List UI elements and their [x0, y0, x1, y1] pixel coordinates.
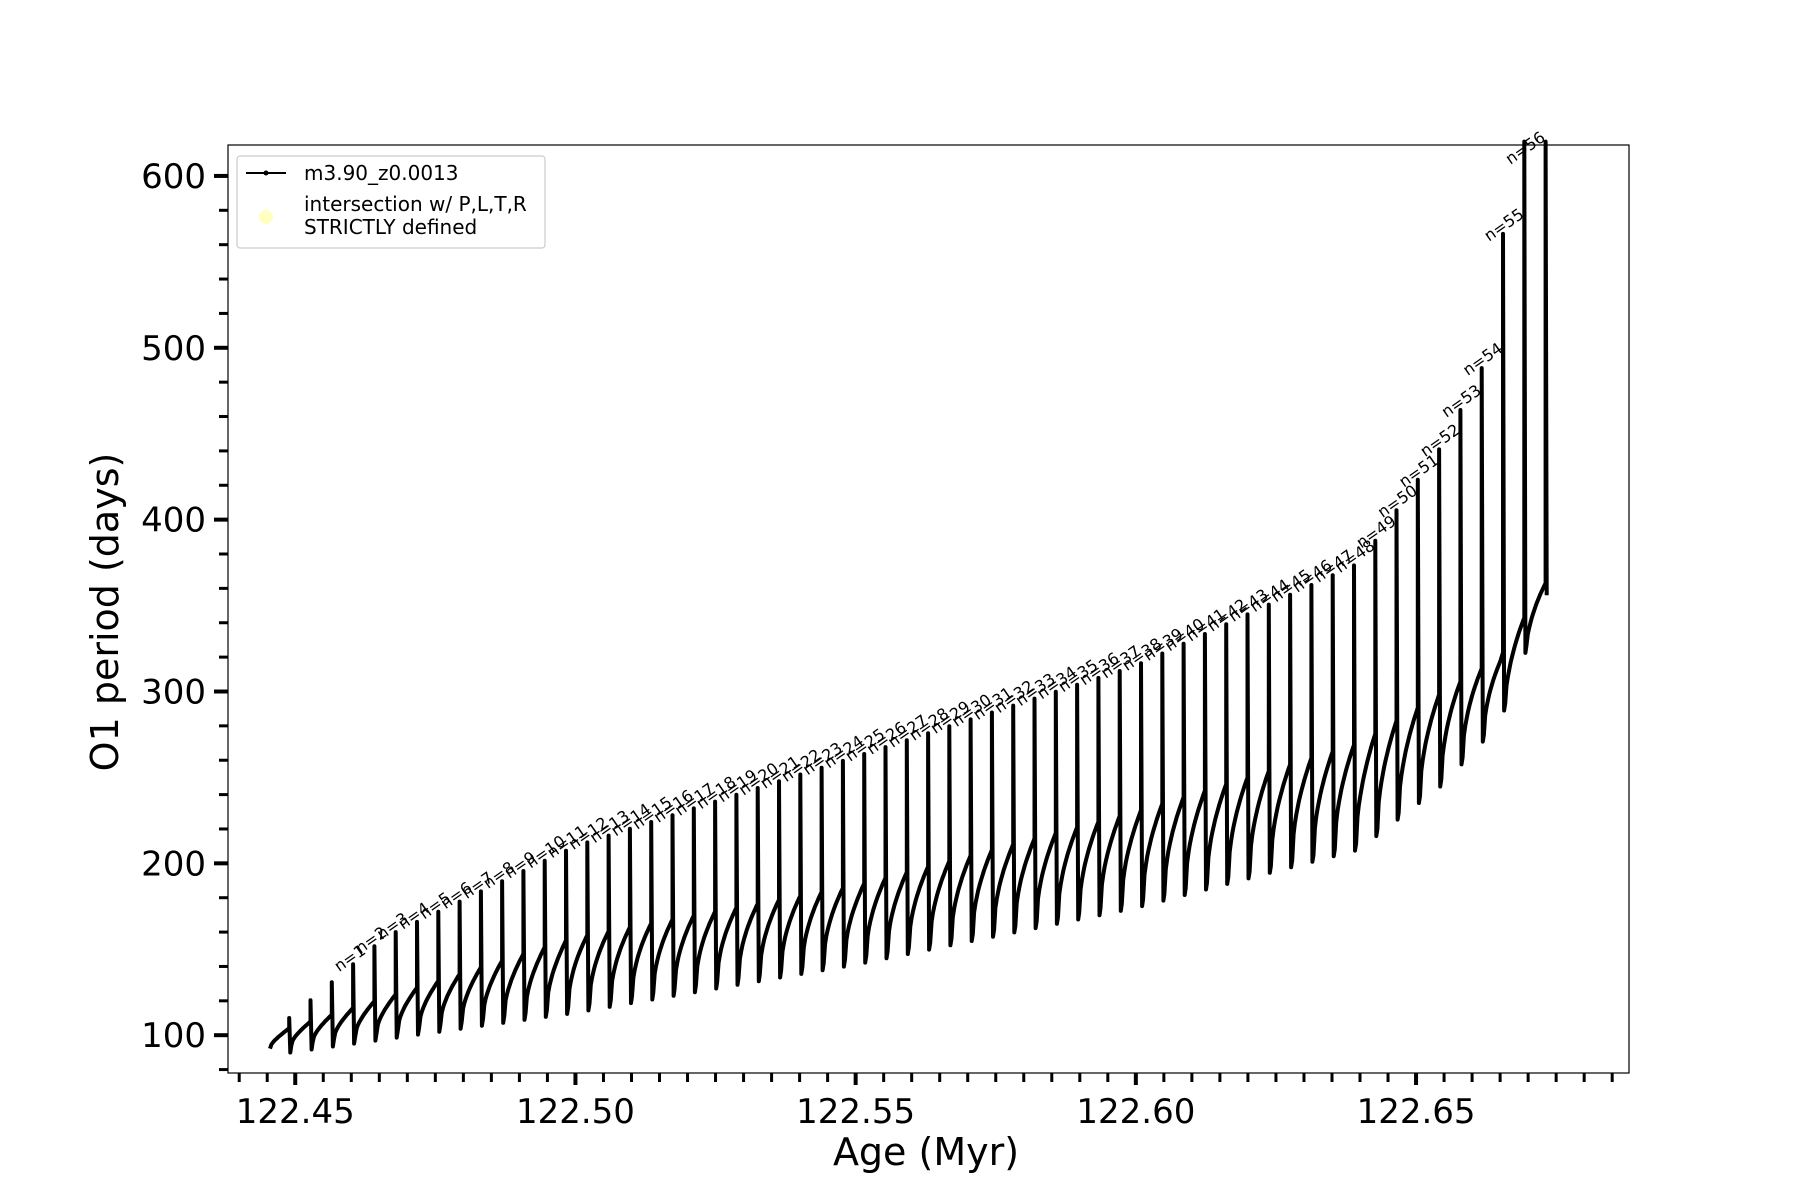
y-tick-label: 400: [141, 501, 206, 541]
x-tick-label: 122.45: [236, 1092, 355, 1132]
x-axis: 122.45 122.50 122.55 122.60 122.65: [236, 1073, 1614, 1132]
x-tick-label: 122.65: [1357, 1092, 1476, 1132]
y-tick-label: 300: [141, 672, 206, 712]
x-tick-label: 122.60: [1076, 1092, 1195, 1132]
legend-dot-marker: [263, 170, 269, 176]
legend-entry-series: m3.90_z0.0013: [304, 161, 459, 185]
x-axis-label: Age (Myr): [833, 1130, 1019, 1174]
x-tick-label: 122.55: [796, 1092, 915, 1132]
legend-entry-intersection-line1: intersection w/ P,L,T,R: [304, 192, 527, 216]
annotation-layer: n=1n=2n=3n=4n=5n=6n=7n=8n=9n=10n=11n=12n…: [330, 128, 1548, 976]
series-line: [268, 139, 1549, 1055]
y-tick-label: 200: [141, 844, 206, 884]
y-axis: 100 200 300 400 500 600: [141, 157, 228, 1072]
legend-intersection-marker: [259, 210, 273, 224]
legend-entry-intersection-line2: STRICTLY defined: [304, 215, 477, 239]
y-axis-label: O1 period (days): [83, 453, 127, 772]
series-layer: [268, 139, 1549, 1055]
plot-frame: [227, 144, 1630, 1074]
y-tick-label: 500: [141, 329, 206, 369]
y-tick-label: 600: [141, 157, 206, 197]
plot-area: n=1n=2n=3n=4n=5n=6n=7n=8n=9n=10n=11n=12n…: [227, 128, 1630, 1074]
y-tick-label: 100: [141, 1016, 206, 1056]
legend-box: [236, 155, 546, 249]
x-tick-label: 122.50: [516, 1092, 635, 1132]
legend: m3.90_z0.0013 intersection w/ P,L,T,R ST…: [236, 155, 546, 249]
